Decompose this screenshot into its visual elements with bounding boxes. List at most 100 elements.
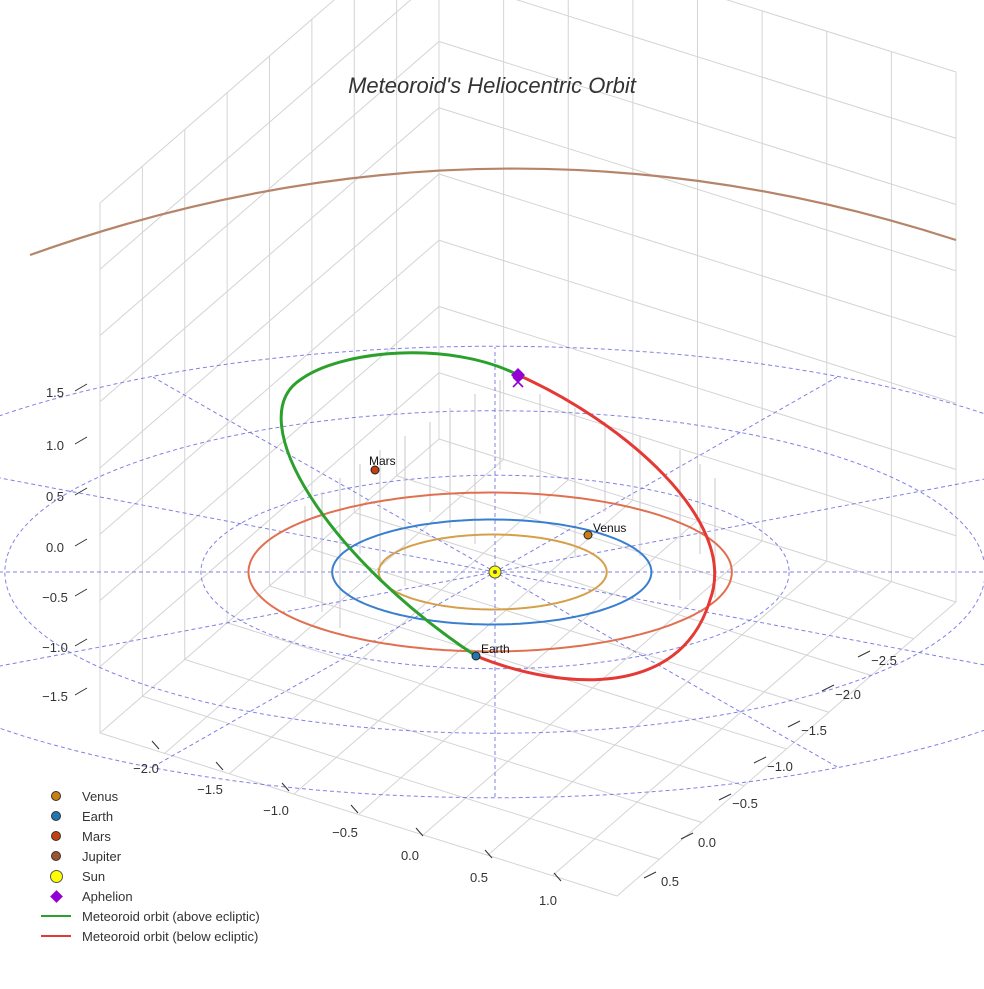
legend-dot-icon [51,851,61,861]
legend-dot-icon [51,791,61,801]
legend-item: Aphelion [38,886,260,906]
x-tick-mark [787,720,801,728]
y-tick-label: −1.5 [197,782,223,797]
y-tick-mark [553,872,562,882]
z-tick-label: −1.5 [42,689,68,704]
meteoroid-orbit-below [475,373,717,682]
x-tick-mark [718,793,732,801]
legend-swatch [38,886,74,906]
legend-swatch [38,866,74,886]
x-tick-label: −2.0 [835,687,861,702]
mars-orbit [247,491,733,653]
wall-edge [725,0,957,73]
sun-core [493,570,497,574]
legend-label: Sun [82,868,106,884]
z-tick-label: −1.0 [42,640,68,655]
legend-label: Earth [82,808,114,824]
z-tick-mark [74,538,88,547]
floor-gridline [226,622,745,787]
legend-swatch [38,926,74,946]
legend-sun-icon [49,869,63,883]
y-tick-label: 1.0 [539,893,557,908]
legend-swatch [38,786,74,806]
wall-level-line [438,239,957,404]
earth-marker [471,651,481,661]
earth-label: Earth [481,642,510,656]
floor-gridline [396,475,914,640]
wall-level-line [99,239,440,535]
legend-line-icon [41,915,71,917]
aphelion-projection-marker [512,376,524,388]
wall-level-line [99,41,440,336]
legend-label: Venus [82,788,119,804]
z-tick-mark [74,487,88,496]
y-tick-mark [350,804,359,814]
wall-level-line [438,306,957,470]
wall-level-line [99,107,440,403]
legend-item: Jupiter [38,846,260,866]
x-tick-mark [643,871,657,879]
y-tick-label: −2.0 [133,761,159,776]
x-tick-label: −1.5 [801,723,827,738]
venus-label: Venus [593,521,626,535]
legend-dot-icon [51,811,61,821]
legend-item: Mars [38,826,260,846]
venus-orbit [377,533,608,611]
y-tick-mark [215,761,224,771]
wall-level-line [438,173,957,338]
legend-label: Aphelion [82,888,133,904]
reference-ring [0,345,984,799]
z-tick-mark [74,687,88,696]
y-tick-label: −0.5 [332,825,358,840]
legend-diamond-icon [49,889,63,903]
mars-label: Mars [369,454,396,468]
aphelion-marker [511,368,525,382]
legend: Venus Earth Mars Jupiter Sun Aphelion Meteoroi… [38,786,260,946]
z-tick-label: −0.5 [42,590,68,605]
y-tick-mark [484,849,493,859]
legend-label: Mars [82,828,111,844]
wall-level-line [438,41,957,205]
jupiter-orbit [29,167,957,257]
meteoroid-orbit-above [279,351,519,658]
x-tick-mark [857,650,871,658]
x-tick-mark [821,684,835,692]
y-tick-label: 0.5 [470,870,488,885]
y-tick-mark [151,740,160,750]
legend-item: Venus [38,786,260,806]
wall-level-line [515,0,957,139]
x-tick-mark [753,756,767,764]
legend-swatch [38,826,74,846]
z-tick-mark [74,588,88,597]
legend-item: Meteoroid orbit (above ecliptic) [38,906,260,926]
legend-swatch [38,806,74,826]
floor-gridline [184,659,702,823]
z-tick-mark [74,383,88,392]
legend-item: Sun [38,866,260,886]
z-tick-label: 1.5 [46,385,64,400]
x-tick-label: 0.5 [661,874,679,889]
wall-level-line [99,372,440,668]
y-tick-label: 0.0 [401,848,419,863]
legend-line-icon [41,935,71,937]
z-tick-mark [74,436,88,445]
x-tick-label: −0.5 [732,796,758,811]
z-tick-label: 1.0 [46,438,64,453]
legend-item: Meteoroid orbit (below ecliptic) [38,926,260,946]
y-tick-mark [415,827,424,837]
mars-marker [370,465,380,475]
legend-dot-icon [51,831,61,841]
legend-label: Meteoroid orbit (above ecliptic) [82,908,260,924]
legend-swatch [38,906,74,926]
x-tick-label: −1.0 [767,759,793,774]
y-tick-label: −1.0 [263,803,289,818]
wall-level-line [438,372,957,537]
legend-swatch [38,846,74,866]
floor-gridline [311,548,830,713]
z-tick-label: 0.5 [46,489,64,504]
legend-label: Jupiter [82,848,122,864]
legend-label: Meteoroid orbit (below ecliptic) [82,928,259,944]
earth-orbit [331,518,653,626]
